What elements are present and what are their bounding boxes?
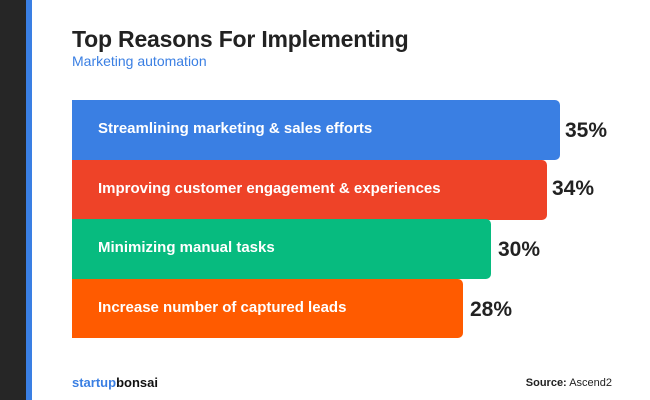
source-value: Ascend2	[569, 377, 612, 389]
bar-4: Increase number of captured leads	[72, 279, 463, 338]
bar-value: 30%	[498, 238, 541, 261]
logo-bonsai: bonsai	[116, 375, 158, 390]
bar-value: 35%	[565, 119, 608, 142]
bar-value: 28%	[470, 298, 513, 321]
left-dark-strip	[0, 0, 26, 400]
left-accent-stripe	[26, 0, 32, 400]
chart-subtitle: Marketing automation	[72, 53, 207, 69]
logo-startup: startup	[72, 375, 117, 390]
bar-label: Improving customer engagement & experien…	[98, 180, 441, 197]
chart-title: Top Reasons For Implementing	[72, 26, 409, 52]
source-label: Source:	[525, 377, 567, 389]
source-note: Source: Ascend2	[526, 377, 612, 389]
bar-value: 34%	[552, 177, 595, 200]
bar-label: Streamlining marketing & sales efforts	[98, 120, 373, 137]
startupbonsai-logo: startupbonsai	[72, 375, 158, 390]
bar-2: Improving customer engagement & experien…	[72, 160, 547, 220]
bar-label: Minimizing manual tasks	[98, 239, 275, 256]
bar-1: Streamlining marketing & sales efforts	[72, 100, 560, 160]
bar-3: Minimizing manual tasks	[72, 219, 491, 279]
bar-label: Increase number of captured leads	[98, 299, 347, 316]
